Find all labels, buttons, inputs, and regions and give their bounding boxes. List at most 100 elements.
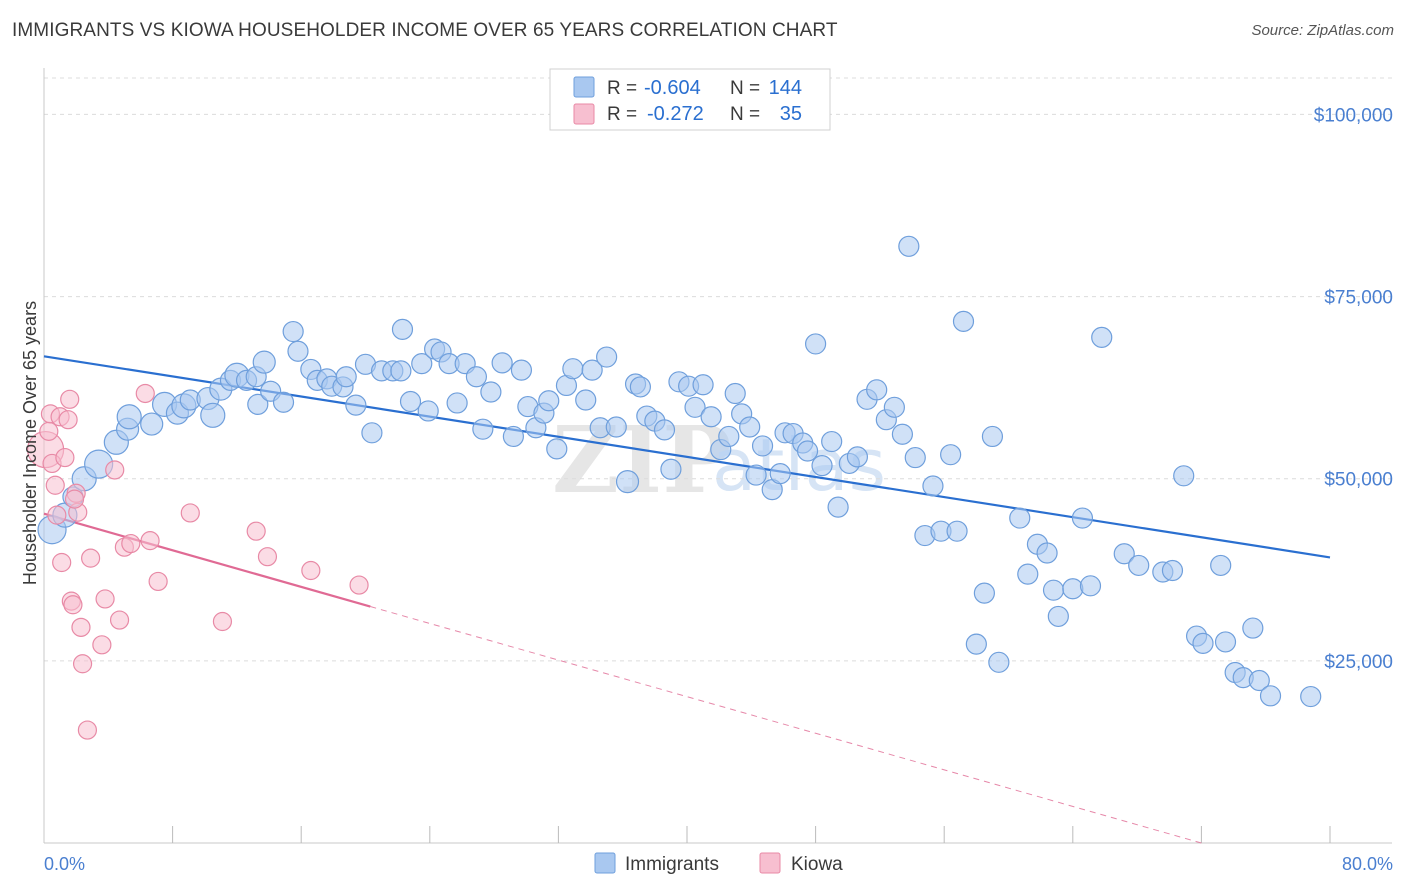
point-immigrants <box>1300 685 1322 708</box>
point-immigrants <box>700 406 722 428</box>
bottom-legend: Immigrants Kiowa <box>594 852 843 875</box>
point-immigrants <box>1128 554 1150 577</box>
point-immigrants <box>1259 685 1282 707</box>
point-immigrants <box>575 389 597 411</box>
trend-line-kiowa <box>43 512 371 608</box>
point-immigrants <box>1214 631 1237 653</box>
point-immigrants <box>883 396 905 418</box>
point-kiowa <box>71 617 91 637</box>
point-immigrants <box>739 416 761 438</box>
y-tick-label: $50,000 <box>1324 470 1393 491</box>
point-immigrants <box>1036 542 1058 564</box>
point-kiowa <box>301 560 321 581</box>
bottom-legend-label-kiowa: Kiowa <box>791 854 843 875</box>
point-immigrants <box>335 366 357 388</box>
point-immigrants <box>1210 554 1232 577</box>
trend-line-immigrants <box>43 355 1331 559</box>
point-immigrants <box>724 382 746 405</box>
point-immigrants <box>1071 507 1094 529</box>
point-immigrants <box>684 396 706 418</box>
y-axis-label: Householder Income Over 65 years <box>20 301 40 585</box>
point-immigrants <box>361 422 383 444</box>
point-immigrants <box>718 425 740 448</box>
point-immigrants <box>538 390 560 412</box>
legend-swatch-immigrants <box>573 76 595 98</box>
legend-swatch-kiowa <box>573 103 595 125</box>
point-kiowa <box>140 531 160 551</box>
y-tick-label: $75,000 <box>1324 288 1393 309</box>
point-kiowa <box>45 475 65 495</box>
chart-title: IMMIGRANTS VS KIOWA HOUSEHOLDER INCOME O… <box>12 20 838 41</box>
point-immigrants <box>1042 579 1065 601</box>
point-immigrants <box>391 318 414 340</box>
point-immigrants <box>1113 543 1135 565</box>
point-immigrants <box>1017 563 1039 585</box>
point-immigrants <box>140 412 164 436</box>
point-kiowa <box>105 460 125 480</box>
point-immigrants <box>581 359 603 381</box>
point-immigrants <box>465 366 488 388</box>
x-tick-labels: 0.0% 80.0% <box>44 854 1393 874</box>
point-immigrants <box>200 402 226 428</box>
point-kiowa <box>58 410 78 430</box>
point-immigrants <box>399 390 422 413</box>
y-tick-label: $25,000 <box>1324 652 1393 673</box>
point-immigrants <box>904 446 926 469</box>
point-immigrants <box>952 310 975 332</box>
point-kiowa <box>81 548 101 568</box>
point-immigrants <box>252 350 276 374</box>
point-immigrants <box>546 438 568 460</box>
trend-line-extension-kiowa <box>370 606 1202 844</box>
legend-r-value-kiowa: -0.272 <box>647 103 704 125</box>
point-immigrants <box>605 416 627 438</box>
point-kiowa <box>77 720 98 740</box>
point-immigrants <box>472 418 494 440</box>
point-immigrants <box>272 391 295 413</box>
point-kiowa <box>63 595 83 615</box>
point-immigrants <box>981 425 1004 448</box>
point-immigrants <box>491 352 513 374</box>
point-immigrants <box>446 392 468 414</box>
point-kiowa <box>47 505 67 525</box>
point-immigrants <box>769 463 791 485</box>
series-kiowa <box>27 383 369 740</box>
point-kiowa <box>55 447 75 468</box>
point-kiowa <box>212 611 233 632</box>
legend-r-value-immigrants: -0.604 <box>644 77 701 99</box>
point-immigrants <box>804 333 827 355</box>
point-immigrants <box>1173 465 1195 487</box>
point-immigrants <box>653 419 676 441</box>
point-immigrants <box>891 423 914 445</box>
point-kiowa <box>95 589 115 609</box>
point-immigrants <box>502 425 524 448</box>
point-immigrants <box>660 458 682 480</box>
point-immigrants <box>390 360 412 382</box>
point-immigrants <box>922 475 944 497</box>
point-immigrants <box>1091 326 1113 348</box>
point-immigrants <box>562 358 584 380</box>
point-immigrants <box>480 381 502 403</box>
legend-n-value-kiowa: 35 <box>780 103 802 125</box>
point-kiowa <box>148 571 168 592</box>
point-immigrants <box>940 444 962 466</box>
y-tick-label: $100,000 <box>1314 105 1393 126</box>
point-immigrants <box>827 496 849 518</box>
chart-source: Source: ZipAtlas.com <box>1251 22 1394 39</box>
legend-n-label-immigrants: N = <box>730 78 760 99</box>
point-immigrants <box>596 346 618 368</box>
point-kiowa <box>135 383 155 404</box>
series-immigrants <box>37 235 1322 708</box>
point-kiowa <box>180 503 200 523</box>
point-immigrants <box>811 455 833 477</box>
point-kiowa <box>246 521 266 541</box>
data-points <box>27 235 1322 740</box>
legend-box <box>549 68 831 131</box>
trend-lines <box>43 355 1331 844</box>
point-immigrants <box>973 582 995 604</box>
point-kiowa <box>60 389 80 409</box>
point-immigrants <box>751 435 774 457</box>
point-immigrants <box>1047 605 1069 628</box>
x-tick-label-max: 80.0% <box>1342 854 1393 874</box>
point-immigrants <box>629 376 651 398</box>
